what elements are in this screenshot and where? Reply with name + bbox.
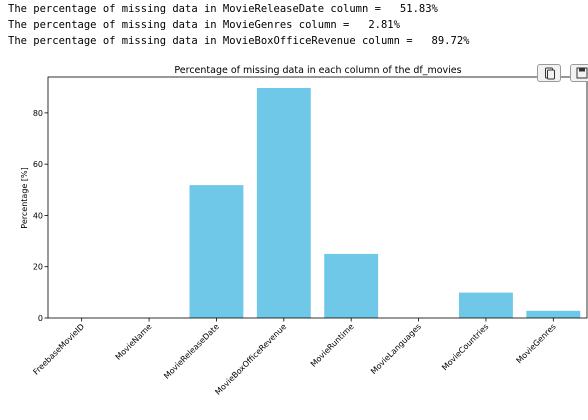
bar-MovieGenres — [526, 310, 581, 318]
y-tick-label: 80 — [33, 109, 43, 118]
x-tick-label: MovieLanguages — [369, 322, 423, 376]
x-tick-label: MovieBoxOfficeRevenue — [213, 322, 288, 397]
x-tick-label: MovieCountries — [440, 322, 490, 372]
x-tick-label: MovieName — [114, 322, 154, 362]
save-icon — [576, 67, 588, 79]
bar-MovieRuntime — [324, 253, 379, 318]
x-tick-label: MovieGenres — [515, 322, 558, 365]
x-tick-label: MovieReleaseDate — [162, 322, 221, 381]
stdout-output: The percentage of missing data in MovieR… — [8, 1, 469, 49]
x-tick-label: FreebaseMovieID — [31, 322, 86, 377]
y-tick-label: 0 — [38, 314, 43, 323]
bar-MovieCountries — [458, 292, 513, 318]
plot-frame — [47, 76, 588, 319]
copy-icon — [545, 67, 555, 80]
stdout-line: The percentage of missing data in MovieB… — [8, 35, 470, 47]
stdout-line: The percentage of missing data in MovieR… — [8, 3, 438, 15]
x-tick-label: MovieRuntime — [309, 322, 356, 369]
y-axis-label: Percentage [%] — [20, 167, 29, 228]
y-tick-label: 20 — [33, 263, 43, 272]
bar-MovieBoxOfficeRevenue — [256, 87, 311, 318]
bar-MovieReleaseDate — [189, 185, 244, 318]
y-tick-label: 60 — [33, 160, 43, 169]
chart-title: Percentage of missing data in each colum… — [174, 65, 461, 76]
copy-button[interactable] — [537, 64, 561, 82]
y-tick-label: 40 — [33, 211, 43, 220]
stdout-line: The percentage of missing data in MovieG… — [8, 19, 400, 31]
save-button[interactable] — [570, 64, 588, 82]
